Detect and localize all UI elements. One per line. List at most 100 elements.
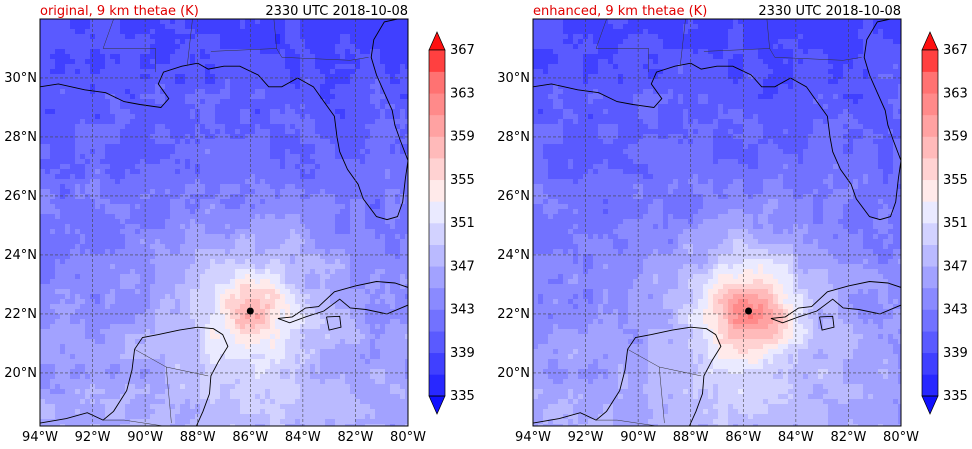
field-cell [115, 29, 121, 35]
field-cell [205, 329, 211, 335]
field-cell [310, 319, 316, 325]
field-cell [40, 319, 46, 325]
field-cell [380, 74, 386, 80]
field-cell [230, 329, 236, 335]
field-cell [155, 29, 161, 35]
field-cell [310, 349, 316, 355]
field-cell [180, 49, 186, 55]
field-cell [220, 224, 226, 230]
field-cell [65, 164, 71, 170]
field-cell [230, 314, 236, 320]
field-cell [350, 214, 356, 220]
field-cell [250, 344, 256, 350]
field-cell [390, 189, 396, 195]
field-cell [55, 89, 61, 95]
field-cell [40, 324, 46, 330]
field-cell [270, 279, 276, 285]
field-cell [75, 329, 81, 335]
field-cell [225, 189, 231, 195]
field-cell [310, 24, 316, 30]
field-cell [100, 319, 106, 325]
field-cell [260, 334, 266, 340]
field-cell [215, 124, 221, 130]
field-cell [255, 84, 261, 90]
field-cell [295, 149, 301, 155]
field-cell [395, 294, 401, 300]
field-cell [265, 49, 271, 55]
field-cell [170, 94, 176, 100]
field-cell [55, 164, 61, 170]
field-cell [155, 284, 161, 290]
field-cell [160, 309, 166, 315]
field-cell [325, 309, 331, 315]
field-cell [205, 189, 211, 195]
field-cell [405, 129, 408, 135]
field-cell [325, 154, 331, 160]
field-cell [405, 89, 408, 95]
field-cell [150, 49, 156, 55]
field-cell [240, 249, 246, 255]
field-cell [335, 279, 341, 285]
field-cell [100, 39, 106, 45]
field-cell [305, 169, 311, 175]
field-cell [280, 104, 286, 110]
field-cell [320, 304, 326, 310]
field-cell [130, 184, 136, 190]
field-cell [320, 244, 326, 250]
field-cell [225, 164, 231, 170]
field-cell [340, 254, 346, 260]
field-cell [265, 69, 271, 75]
field-cell [250, 139, 256, 145]
field-cell [160, 249, 166, 255]
field-cell [325, 304, 331, 310]
field-cell [265, 324, 271, 330]
field-cell [215, 274, 221, 280]
field-cell [190, 214, 196, 220]
field-cell [360, 29, 366, 35]
field-cell [370, 304, 376, 310]
field-cell [285, 339, 291, 345]
field-cell [395, 329, 401, 335]
field-cell [215, 189, 221, 195]
field-cell [310, 154, 316, 160]
field-cell [215, 119, 221, 125]
field-cell [385, 259, 391, 265]
field-cell [65, 34, 71, 40]
field-cell [200, 24, 206, 30]
field-cell [175, 189, 181, 195]
field-cell [265, 214, 271, 220]
field-cell [210, 169, 216, 175]
field-cell [245, 104, 251, 110]
field-cell [325, 109, 331, 115]
field-cell [250, 294, 256, 300]
field-cell [255, 144, 261, 150]
field-cell [340, 324, 346, 330]
field-cell [275, 109, 281, 115]
field-cell [260, 34, 266, 40]
field-cell [220, 159, 226, 165]
field-cell [235, 59, 241, 65]
field-cell [345, 284, 351, 290]
field-cell [200, 154, 206, 160]
field-cell [325, 99, 331, 105]
field-cell [65, 139, 71, 145]
field-cell [350, 229, 356, 235]
field-cell [220, 204, 226, 210]
field-cell [40, 264, 46, 270]
field-cell [310, 304, 316, 310]
field-cell [400, 324, 406, 330]
field-cell [50, 119, 56, 125]
field-cell [385, 224, 391, 230]
field-cell [100, 169, 106, 175]
field-cell [245, 294, 251, 300]
field-cell [75, 299, 81, 305]
field-cell [295, 319, 301, 325]
field-cell [205, 299, 211, 305]
field-cell [95, 314, 101, 320]
field-cell [320, 139, 326, 145]
field-cell [150, 179, 156, 185]
field-cell [295, 19, 301, 25]
field-cell [180, 319, 186, 325]
field-cell [235, 109, 241, 115]
field-cell [105, 89, 111, 95]
